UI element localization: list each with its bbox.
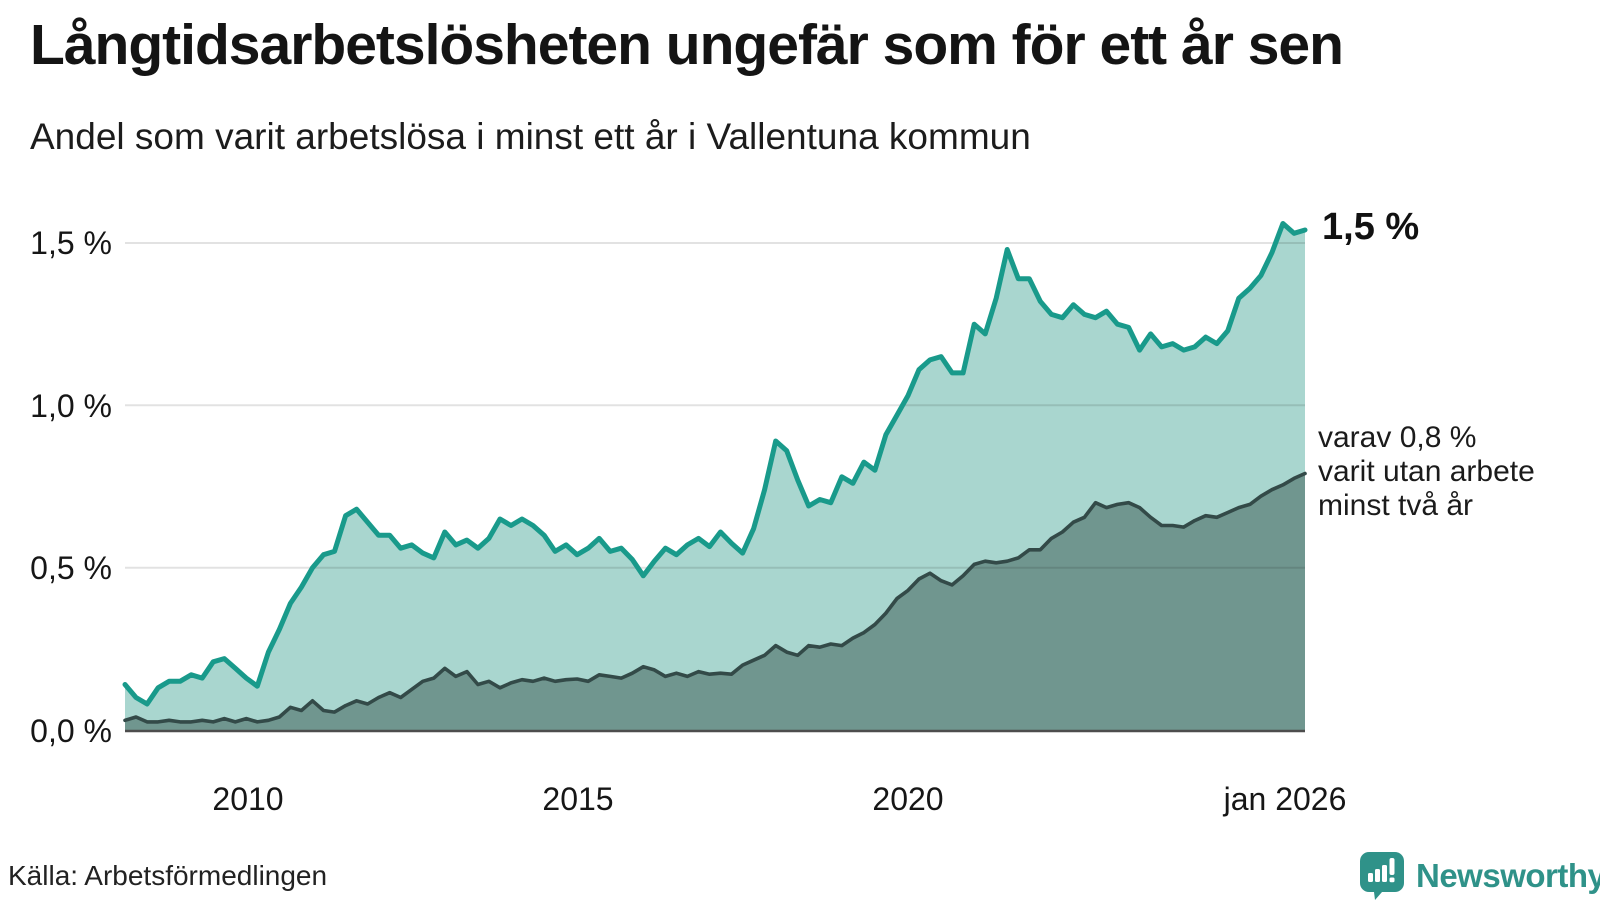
line-1yr xyxy=(122,221,1308,707)
chart-subtitle: Andel som varit arbetslösa i minst ett å… xyxy=(30,116,1031,157)
newsworthy-logo-icon xyxy=(1360,852,1404,900)
y-tick-1-5: 1,5 % xyxy=(30,225,112,261)
x-tick-jan-2026: jan 2026 xyxy=(1223,781,1347,817)
x-tick-2020: 2020 xyxy=(872,781,944,817)
secondary-series-annotation: varav 0,8 % varit utan arbete minst två … xyxy=(1318,421,1535,522)
y-tick-0-0: 0,0 % xyxy=(30,713,112,749)
x-tick-2010: 2010 xyxy=(212,781,284,817)
line-2yr xyxy=(123,471,1307,724)
bar-chart-glyph xyxy=(1368,858,1395,883)
newsworthy-logo-text: Newsworthy xyxy=(1416,857,1600,894)
area-fill-2yr xyxy=(125,473,1305,730)
x-tick-2015: 2015 xyxy=(542,781,614,817)
latest-value-label: 1,5 % xyxy=(1322,206,1420,248)
newsworthy-logo: Newsworthy xyxy=(1360,852,1600,900)
gridlines xyxy=(125,242,1305,569)
exclamation-bar xyxy=(1389,858,1395,875)
exclamation-dot xyxy=(1389,877,1395,883)
y-tick-0-5: 0,5 % xyxy=(30,550,112,586)
page-title: Långtidsarbetslösheten ungefär som för e… xyxy=(30,13,1344,77)
y-tick-1-0: 1,0 % xyxy=(30,388,112,424)
source-note: Källa: Arbetsförmedlingen xyxy=(8,860,328,891)
